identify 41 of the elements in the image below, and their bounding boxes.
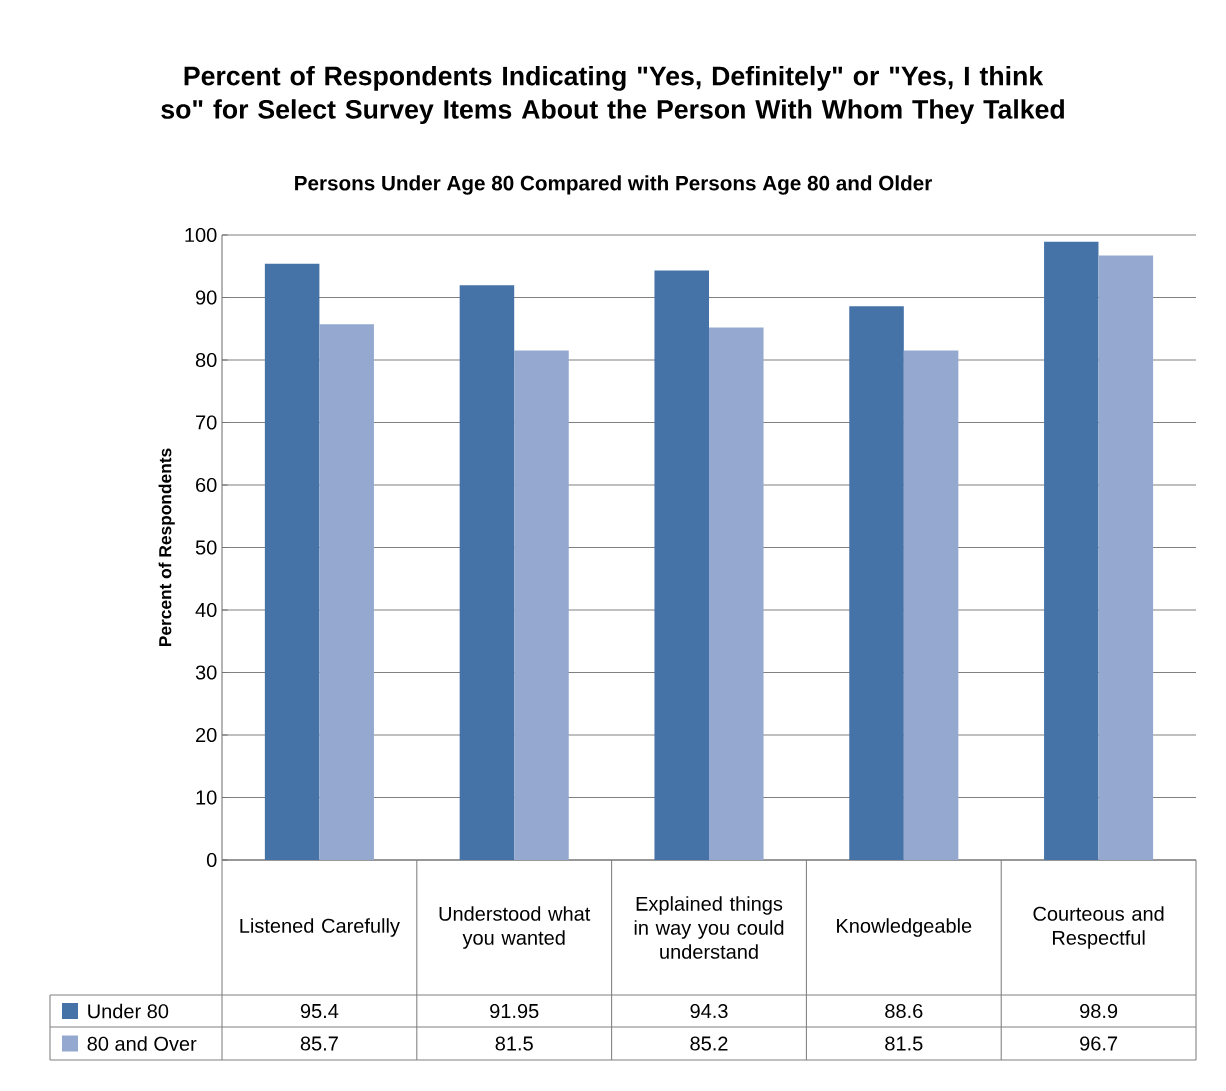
data-label: 88.6 — [885, 1003, 923, 1019]
legend-label: 80 and Over — [87, 1036, 197, 1051]
bar — [459, 285, 515, 860]
data-label: 94.3 — [690, 1003, 728, 1019]
bar — [849, 306, 904, 860]
y-tick-label: 60 — [196, 477, 217, 493]
y-tick-label: 70 — [196, 415, 217, 430]
y-tick-label: 100 — [185, 227, 217, 243]
data-label: 85.2 — [690, 1036, 728, 1051]
data-label: 91.95 — [490, 1003, 539, 1019]
x-tick-label: Courteous and Respectful — [1033, 906, 1164, 949]
bar — [654, 270, 710, 860]
x-tick-label: Knowledgeable — [837, 918, 972, 937]
y-tick-label: 40 — [195, 602, 217, 618]
bar — [264, 263, 320, 860]
y-tick-label: 50 — [195, 540, 217, 555]
y-tick-label: 20 — [196, 727, 217, 743]
data-label: 98.9 — [1080, 1003, 1118, 1019]
data-label: 81.5 — [885, 1036, 923, 1051]
y-tick-label: 90 — [195, 290, 217, 305]
x-tick-label: Listened Carefully — [240, 918, 400, 937]
data-label: 81.5 — [495, 1036, 533, 1051]
data-label: 95.4 — [300, 1003, 339, 1019]
data-label: 85.7 — [300, 1036, 338, 1051]
bar — [709, 327, 764, 860]
y-tick-label: 80 — [195, 352, 217, 368]
bar — [1044, 241, 1099, 860]
legend-label: Under 80 — [88, 1003, 169, 1019]
y-tick-label: 30 — [195, 665, 217, 680]
chart-subtitle: Persons Under Age 80 Compared with Persons Age 80 and Older — [295, 175, 932, 195]
bar — [514, 350, 569, 860]
bar — [319, 324, 374, 860]
x-tick-label: Understood what you wanted — [439, 906, 591, 949]
y-tick-label: 0 — [206, 852, 217, 868]
bar — [1098, 255, 1154, 860]
chart-title: Percent of Respondents Indicating "Yes, Definitely" or "Yes, I think so" for Select Survey Items About the Person With Whom They Talked — [161, 65, 1064, 125]
data-label: 96.7 — [1080, 1036, 1118, 1051]
y-axis-title: Percent of Respondents — [158, 448, 175, 647]
x-tick-label: Explained things in way you could understand — [634, 896, 784, 959]
bar — [903, 350, 959, 860]
y-tick-label: 10 — [196, 790, 217, 805]
